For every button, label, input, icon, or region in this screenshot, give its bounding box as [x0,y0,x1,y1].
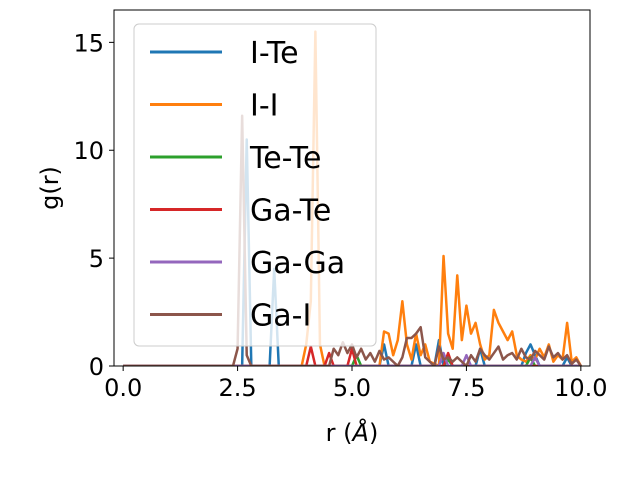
legend-label: Te-Te [249,141,321,176]
x-axis-label-suffix: ) [369,419,378,447]
x-tick-label: 2.5 [218,374,256,402]
series-line-i-i [123,30,582,366]
legend-entry-ga-i: Ga-I [150,299,311,334]
x-tick-label: 5.0 [333,374,371,402]
legend-label: Ga-Te [250,194,331,229]
legend-label: I-Te [250,36,299,71]
x-tick-label: 10.0 [554,374,607,402]
legend-entry-ga-te: Ga-Te [150,194,331,229]
legend-label: Ga-I [250,299,311,334]
y-tick-label: 5 [89,245,104,273]
y-axis-ticks: 0 5 10 15 [73,29,114,381]
legend-label: Ga-Ga [250,246,345,281]
y-tick-label: 15 [73,29,104,57]
legend-entry-i-te: I-Te [150,36,299,71]
series-layer [123,30,582,366]
legend-entries: I-Te I-I Te-Te Ga-Te Ga-Ga Ga-I [150,36,345,334]
legend-label: I-I [250,89,279,124]
y-axis-label: g(r) [36,166,64,210]
x-tick-label: 0.0 [104,374,142,402]
x-axis-label: r (Å) [326,418,379,447]
legend-entry-te-te: Te-Te [150,141,321,176]
series-line-ga-i [123,114,582,366]
y-tick-label: 0 [89,353,104,381]
legend: I-Te I-I Te-Te Ga-Te Ga-Ga Ga-I [133,23,377,347]
y-tick-label: 10 [73,137,104,165]
x-axis-label-symbol: Å [351,418,369,447]
series-line-ga-te [123,345,581,366]
legend-entry-ga-ga: Ga-Ga [150,246,345,281]
x-axis-label-text: r ( [326,419,353,447]
x-axis-ticks: 0.0 2.5 5.0 7.5 10.0 [104,366,608,402]
x-tick-label: 7.5 [447,374,485,402]
plot-area [123,30,582,366]
legend-entry-i-i: I-I [150,89,279,124]
